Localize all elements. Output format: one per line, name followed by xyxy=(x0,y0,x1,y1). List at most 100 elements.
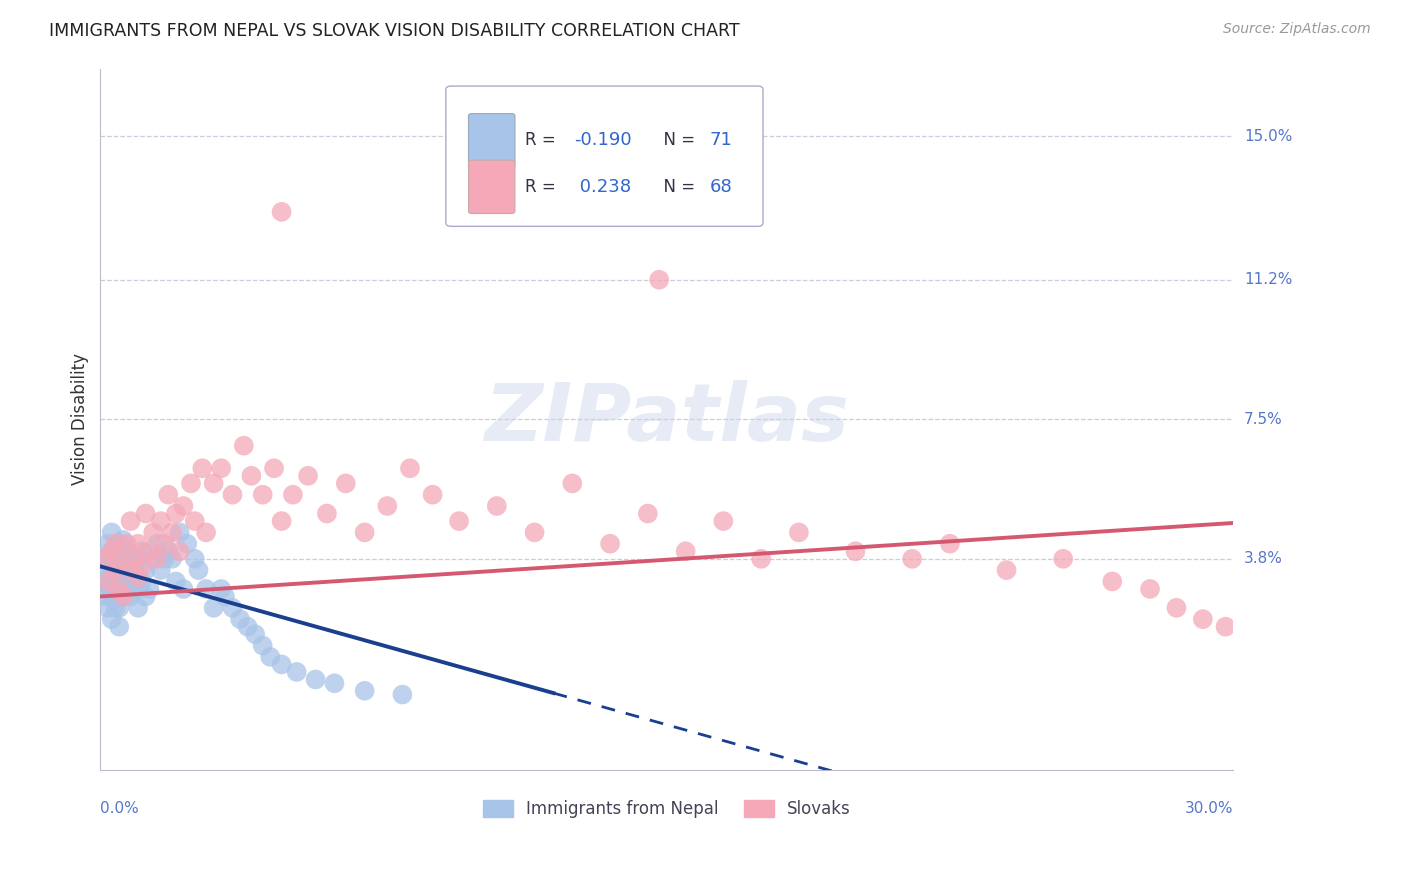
Point xyxy=(111,590,134,604)
Point xyxy=(202,600,225,615)
Point xyxy=(259,649,281,664)
Legend: Immigrants from Nepal, Slovaks: Immigrants from Nepal, Slovaks xyxy=(477,793,858,825)
Point xyxy=(115,537,138,551)
Point xyxy=(209,582,232,596)
Point xyxy=(91,574,114,589)
Point xyxy=(176,537,198,551)
Point xyxy=(97,582,120,596)
Point xyxy=(221,488,243,502)
Point xyxy=(160,551,183,566)
Point xyxy=(131,544,153,558)
Text: 11.2%: 11.2% xyxy=(1244,272,1292,287)
Point xyxy=(124,551,146,566)
Y-axis label: Vision Disability: Vision Disability xyxy=(72,353,89,485)
Point xyxy=(100,574,122,589)
Point xyxy=(169,544,191,558)
Text: 0.0%: 0.0% xyxy=(100,800,139,815)
Point xyxy=(120,590,142,604)
Text: 3.8%: 3.8% xyxy=(1244,551,1284,566)
Point xyxy=(127,551,149,566)
Point xyxy=(153,537,176,551)
Point xyxy=(120,571,142,585)
Point xyxy=(135,563,157,577)
Point xyxy=(335,476,357,491)
Point xyxy=(120,551,142,566)
FancyBboxPatch shape xyxy=(468,161,515,213)
Point xyxy=(93,551,115,566)
Point xyxy=(749,551,772,566)
Point xyxy=(100,590,122,604)
Point xyxy=(149,563,172,577)
Point xyxy=(127,537,149,551)
Point xyxy=(108,551,131,566)
Text: 71: 71 xyxy=(710,131,733,149)
Point xyxy=(304,673,326,687)
Point xyxy=(157,488,180,502)
Text: -0.190: -0.190 xyxy=(574,131,631,149)
Point xyxy=(316,507,339,521)
Point xyxy=(97,574,120,589)
Point xyxy=(146,551,169,566)
Point xyxy=(135,590,157,604)
Point xyxy=(901,551,924,566)
Text: IMMIGRANTS FROM NEPAL VS SLOVAK VISION DISABILITY CORRELATION CHART: IMMIGRANTS FROM NEPAL VS SLOVAK VISION D… xyxy=(49,22,740,40)
Point xyxy=(1052,551,1074,566)
Point xyxy=(375,499,398,513)
Point xyxy=(221,600,243,615)
Point xyxy=(127,582,149,596)
Point xyxy=(111,551,134,566)
Point xyxy=(93,590,115,604)
Point xyxy=(353,525,375,540)
Point xyxy=(191,461,214,475)
Point xyxy=(172,582,194,596)
Point xyxy=(995,563,1018,577)
Text: R =: R = xyxy=(524,131,561,149)
Point xyxy=(111,571,134,585)
Point xyxy=(108,582,131,596)
Point xyxy=(252,488,274,502)
Point xyxy=(648,273,671,287)
Text: N =: N = xyxy=(654,131,700,149)
Point xyxy=(93,551,115,566)
Point xyxy=(270,514,292,528)
Text: ZIPatlas: ZIPatlas xyxy=(484,380,849,458)
Point xyxy=(120,514,142,528)
Point xyxy=(100,525,122,540)
Point xyxy=(243,627,266,641)
Point xyxy=(131,574,153,589)
Point xyxy=(202,476,225,491)
Point xyxy=(297,468,319,483)
Point xyxy=(115,563,138,577)
Point xyxy=(281,488,304,502)
Point xyxy=(285,665,308,679)
Point xyxy=(108,574,131,589)
Point xyxy=(165,507,187,521)
Point xyxy=(172,499,194,513)
Text: Source: ZipAtlas.com: Source: ZipAtlas.com xyxy=(1223,22,1371,37)
Point xyxy=(111,590,134,604)
Point xyxy=(323,676,346,690)
Point xyxy=(1139,582,1161,596)
Point xyxy=(1166,600,1188,615)
FancyBboxPatch shape xyxy=(446,86,763,227)
Point xyxy=(104,563,127,577)
Point xyxy=(115,544,138,558)
Point xyxy=(100,544,122,558)
Point xyxy=(93,563,115,577)
Point xyxy=(1215,620,1237,634)
Point xyxy=(270,204,292,219)
Point xyxy=(169,525,191,540)
Point xyxy=(127,600,149,615)
Point xyxy=(184,551,207,566)
Point xyxy=(485,499,508,513)
Point xyxy=(229,612,252,626)
Point xyxy=(711,514,734,528)
Point xyxy=(100,563,122,577)
Point xyxy=(124,563,146,577)
FancyBboxPatch shape xyxy=(468,113,515,167)
Point xyxy=(1192,612,1215,626)
Point xyxy=(180,476,202,491)
Point xyxy=(844,544,866,558)
Point xyxy=(135,507,157,521)
Text: 15.0%: 15.0% xyxy=(1244,129,1292,144)
